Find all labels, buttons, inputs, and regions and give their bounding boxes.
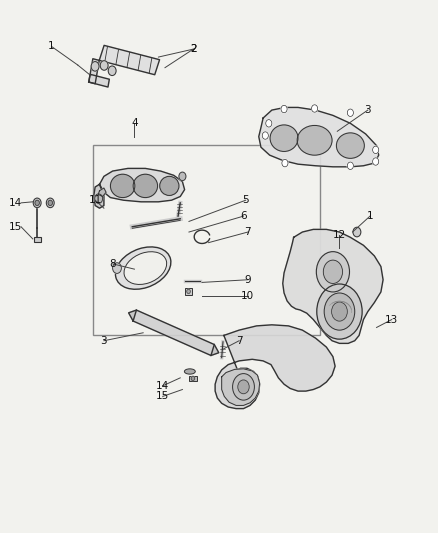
Text: 8: 8 — [109, 259, 116, 269]
Polygon shape — [221, 369, 259, 406]
Polygon shape — [88, 59, 99, 84]
Circle shape — [46, 198, 54, 208]
Circle shape — [322, 260, 342, 284]
Text: 2: 2 — [190, 44, 196, 54]
Text: 10: 10 — [241, 290, 254, 301]
Circle shape — [95, 194, 102, 204]
Circle shape — [346, 109, 353, 116]
Polygon shape — [128, 310, 136, 321]
Text: 7: 7 — [244, 227, 251, 237]
Text: 3: 3 — [100, 336, 107, 346]
Circle shape — [316, 252, 349, 292]
Ellipse shape — [133, 174, 157, 198]
Ellipse shape — [297, 125, 331, 155]
Text: 2: 2 — [190, 44, 196, 54]
Text: 14: 14 — [156, 381, 169, 391]
Circle shape — [191, 376, 194, 381]
Circle shape — [346, 162, 353, 169]
Polygon shape — [99, 45, 159, 75]
Circle shape — [265, 119, 271, 127]
FancyBboxPatch shape — [34, 237, 41, 242]
Polygon shape — [211, 344, 218, 356]
Circle shape — [186, 289, 190, 294]
Ellipse shape — [159, 176, 179, 196]
Circle shape — [48, 200, 52, 206]
Text: 14: 14 — [9, 198, 22, 208]
Text: 15: 15 — [9, 222, 22, 232]
Circle shape — [108, 66, 116, 76]
Ellipse shape — [184, 369, 195, 374]
Polygon shape — [133, 310, 214, 356]
Polygon shape — [98, 188, 106, 197]
Polygon shape — [282, 229, 382, 343]
Text: 12: 12 — [332, 230, 345, 240]
Circle shape — [323, 293, 354, 330]
Ellipse shape — [110, 174, 134, 198]
Circle shape — [33, 198, 41, 208]
Text: 5: 5 — [242, 195, 248, 205]
Circle shape — [100, 61, 108, 70]
Text: 6: 6 — [240, 211, 246, 221]
Text: 15: 15 — [156, 391, 169, 401]
Circle shape — [179, 172, 185, 181]
Circle shape — [280, 106, 286, 113]
Ellipse shape — [115, 247, 170, 289]
Bar — [93, 144, 319, 335]
Text: 4: 4 — [131, 118, 138, 128]
Circle shape — [232, 374, 254, 400]
Circle shape — [372, 146, 378, 154]
Ellipse shape — [336, 133, 364, 158]
Circle shape — [35, 200, 39, 206]
Text: 9: 9 — [244, 274, 251, 285]
Ellipse shape — [124, 252, 166, 285]
Circle shape — [352, 227, 360, 237]
Text: 1: 1 — [366, 211, 372, 221]
Polygon shape — [94, 184, 104, 208]
Circle shape — [237, 380, 249, 394]
Circle shape — [316, 284, 361, 339]
Circle shape — [91, 62, 99, 71]
Text: 7: 7 — [235, 336, 242, 346]
Polygon shape — [215, 325, 334, 409]
Circle shape — [331, 302, 346, 321]
Polygon shape — [88, 74, 109, 87]
Polygon shape — [258, 108, 378, 167]
Text: 13: 13 — [384, 314, 398, 325]
FancyBboxPatch shape — [184, 288, 192, 295]
Text: 3: 3 — [364, 105, 370, 115]
Circle shape — [113, 263, 121, 273]
Circle shape — [372, 158, 378, 165]
Circle shape — [281, 159, 287, 167]
Circle shape — [311, 105, 317, 112]
FancyBboxPatch shape — [188, 376, 196, 381]
Text: 1: 1 — [48, 42, 55, 52]
Circle shape — [261, 132, 268, 139]
Ellipse shape — [269, 125, 297, 151]
Text: 11: 11 — [88, 195, 102, 205]
Polygon shape — [99, 168, 184, 202]
